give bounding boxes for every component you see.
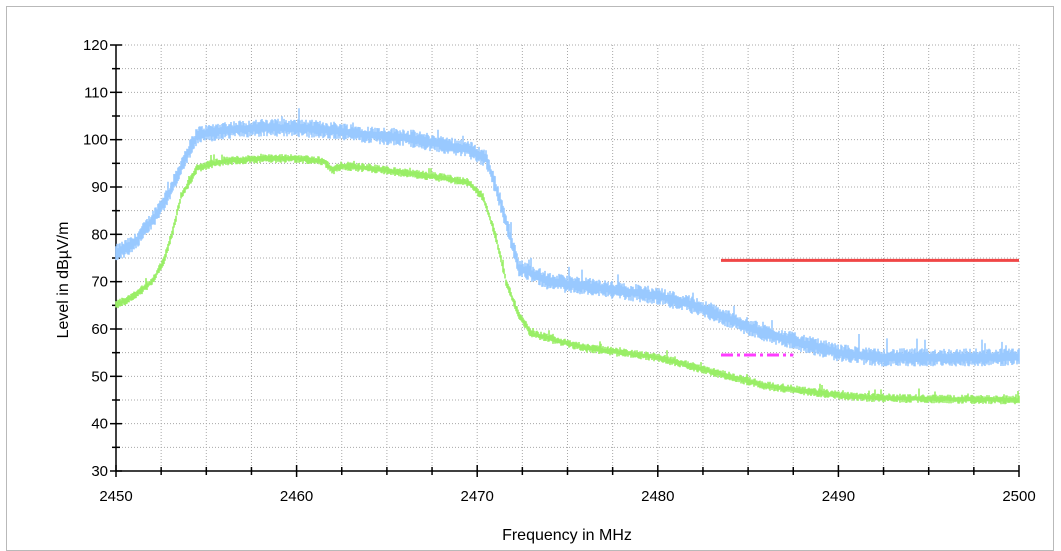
x-tick-label: 2470 <box>461 488 494 505</box>
y-tick-label: 110 <box>84 84 108 101</box>
tick-labels: 30 40 50 60 70 80 90 100 110 120 2450 2460 2470 2480 2… <box>83 37 1036 505</box>
x-tick-label: 2490 <box>822 488 855 505</box>
y-axis-title: Level in dBµV/m <box>55 222 72 339</box>
series-1-trace <box>115 153 1020 405</box>
y-tick-label: 30 <box>91 463 108 480</box>
x-tick-label: 2480 <box>641 488 674 505</box>
x-tick-label: 2460 <box>280 488 313 505</box>
y-tick-label: 100 <box>83 132 108 149</box>
x-tick-label: 2500 <box>1002 488 1035 505</box>
series-layer <box>115 108 1020 405</box>
y-tick-label: 60 <box>91 321 108 338</box>
y-tick-label: 120 <box>83 37 108 54</box>
y-tick-label: 50 <box>91 368 108 385</box>
x-tick-label: 2450 <box>99 488 132 505</box>
y-tick-label: 40 <box>91 416 108 433</box>
x-axis-title: Frequency in MHz <box>502 527 632 544</box>
y-tick-label: 90 <box>91 179 108 196</box>
grid <box>116 44 1020 471</box>
y-tick-label: 70 <box>91 274 108 291</box>
series-0-trace <box>115 108 1020 367</box>
y-tick-label: 80 <box>91 226 108 243</box>
